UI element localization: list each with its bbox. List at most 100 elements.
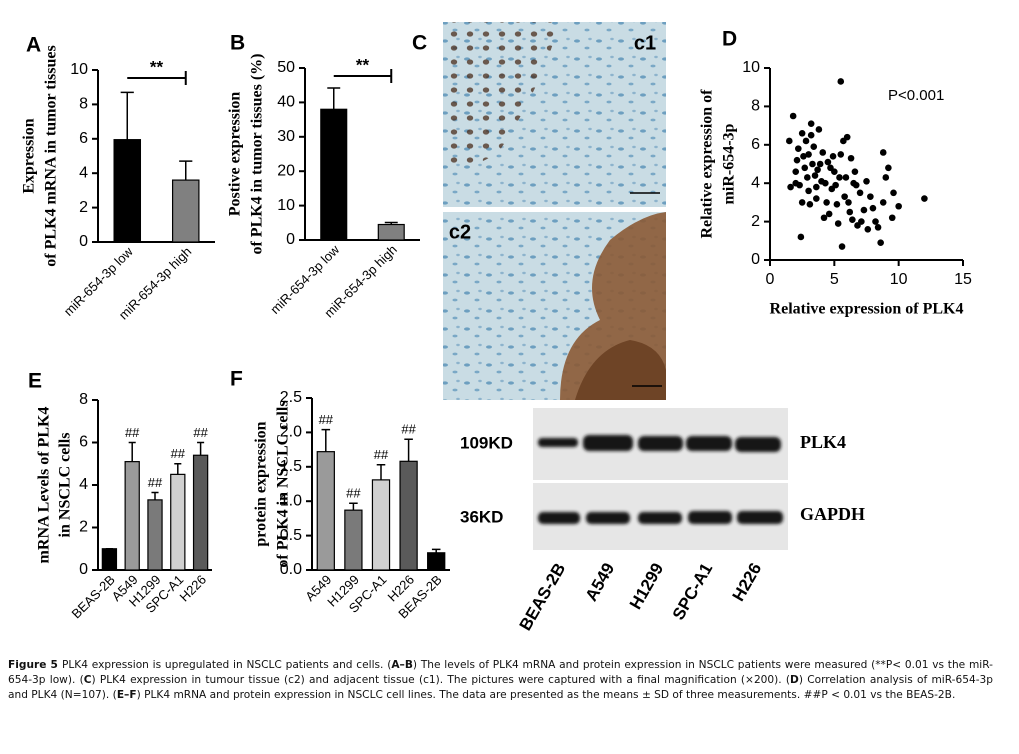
point (787, 183, 794, 191)
significance-label: ** (356, 55, 370, 74)
bar (171, 179, 200, 243)
point (807, 120, 815, 127)
point (877, 239, 884, 247)
error-bar (404, 438, 413, 462)
point (810, 143, 818, 151)
point (797, 233, 805, 241)
point (824, 158, 832, 166)
y-tick-label: 1.0 (280, 492, 302, 509)
y-axis-label: Expression (21, 118, 38, 193)
y-axis-label: Postive expression (227, 92, 244, 217)
significance-label: ## (319, 412, 334, 427)
point (895, 202, 902, 210)
point (833, 201, 841, 208)
point (806, 201, 814, 208)
y-tick-label: 30 (277, 128, 295, 145)
point (814, 166, 821, 174)
bar (427, 552, 446, 571)
point (845, 199, 852, 206)
point (815, 126, 823, 133)
point (863, 177, 870, 185)
y-tick-label: 4 (751, 174, 760, 191)
x-tick-label: 0 (766, 271, 775, 288)
y-tick-label: 2.0 (280, 424, 302, 441)
point (834, 220, 842, 227)
point (809, 160, 816, 168)
image-c1 (443, 22, 666, 207)
point (804, 174, 811, 181)
y-tick-label: 0.5 (280, 527, 302, 544)
point (851, 168, 859, 175)
caption-text: Figure 5 (8, 659, 62, 671)
point (793, 156, 801, 164)
point (792, 168, 800, 175)
y-tick-label: 2 (79, 519, 88, 536)
error-bar (376, 463, 386, 480)
significance-label: ## (346, 486, 361, 501)
point (829, 153, 837, 160)
lane-label: A549 (582, 560, 619, 605)
point (858, 218, 865, 225)
band-size: 109KD (460, 433, 513, 452)
error-bar (179, 160, 193, 181)
y-tick-label: 0 (286, 231, 295, 248)
panel-letter: C (412, 32, 427, 55)
point (869, 204, 877, 212)
panel-letter: B (230, 32, 245, 55)
protein-label: GAPDH (800, 504, 865, 524)
point (801, 164, 809, 172)
significance-label: ## (401, 422, 416, 437)
point (802, 137, 810, 145)
y-tick-label: 10 (277, 197, 295, 214)
point (813, 195, 820, 202)
significance-label: ## (374, 447, 389, 462)
point (879, 149, 887, 156)
y-tick-label: 0.0 (280, 561, 302, 578)
point (795, 145, 802, 152)
point (852, 181, 860, 189)
point (841, 193, 848, 200)
bar (344, 509, 363, 571)
error-bar (327, 87, 341, 110)
panel-letter: E (28, 370, 42, 393)
band-size: 36KD (460, 507, 503, 526)
image-label: c2 (449, 221, 471, 243)
y-tick-label: 10 (742, 59, 760, 76)
error-bar (151, 491, 159, 500)
caption-text: ) The levels of PLK4 mRNA and protein ex… (8, 659, 993, 686)
error-bar (431, 548, 441, 553)
point (807, 131, 815, 139)
error-bar (384, 221, 398, 225)
point (798, 129, 806, 137)
bar (316, 451, 335, 571)
significance-label: ## (125, 425, 140, 440)
point (837, 151, 845, 158)
bar (113, 139, 142, 243)
bar (170, 473, 186, 571)
error-bar (128, 441, 136, 462)
caption-text: PLK4 expression is upregulated in NSCLC … (61, 659, 392, 671)
y-tick-label: 8 (751, 98, 760, 115)
bar (377, 223, 405, 241)
point (867, 193, 874, 200)
bar (399, 460, 418, 571)
point (860, 206, 868, 214)
point (838, 243, 846, 250)
y-tick-label: 1.5 (280, 458, 302, 475)
error-bar (174, 463, 182, 475)
y-axis-label: of PLK4 in NSCLC cells (275, 400, 292, 567)
significance-label: ** (150, 57, 164, 76)
x-tick-label: H226 (177, 572, 210, 605)
panel-letter: D (722, 28, 737, 51)
protein-label: PLK4 (800, 432, 846, 452)
y-tick-label: 8 (79, 96, 88, 113)
bar (371, 479, 391, 571)
point (879, 199, 887, 206)
y-axis-label: in NSCLC cells (57, 433, 74, 538)
bar (192, 454, 209, 571)
point (888, 214, 896, 222)
y-tick-label: 0 (79, 561, 88, 578)
point (832, 181, 839, 189)
point (849, 216, 856, 223)
point (840, 137, 847, 145)
